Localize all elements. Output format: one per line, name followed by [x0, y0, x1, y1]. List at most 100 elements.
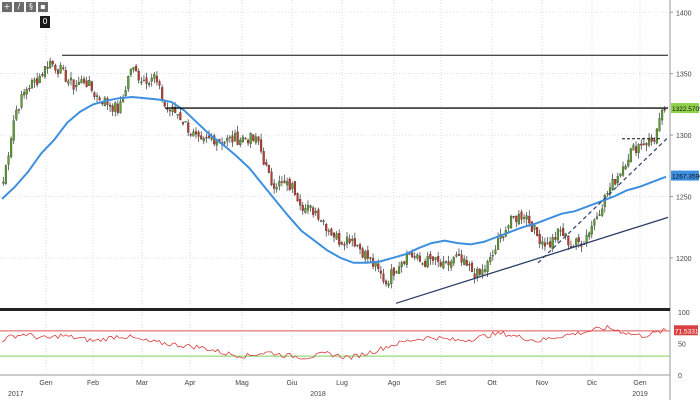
candle-body [465, 259, 468, 266]
candle-body [33, 79, 36, 83]
candle-body [361, 248, 364, 258]
candle-body [135, 65, 138, 72]
price-tick-label: 1300 [676, 133, 692, 140]
x-year-label: 2019 [632, 391, 648, 398]
candle-body [437, 256, 440, 262]
candle-body [382, 273, 385, 282]
candle-body [634, 146, 638, 153]
candle-body [72, 79, 75, 90]
candle-body [296, 193, 299, 202]
candle-body [327, 230, 330, 232]
candle-body [387, 283, 390, 286]
candle-body [207, 135, 211, 138]
candle-body [137, 70, 140, 81]
candle-body [67, 80, 70, 84]
x-tick-label: Lug [336, 380, 348, 387]
candle-body [590, 225, 593, 235]
candle-body [49, 60, 52, 69]
candle-body [23, 92, 26, 96]
candle-body [187, 122, 190, 133]
candle-body [38, 76, 41, 83]
candle-body [559, 229, 562, 232]
candle-body [468, 264, 471, 266]
trash-icon[interactable]: ▪ [38, 2, 48, 12]
candle-body [239, 139, 242, 145]
candle-body [377, 263, 380, 269]
candle-body [486, 261, 489, 272]
x-year-label: 2018 [310, 391, 326, 398]
candle-body [306, 205, 310, 211]
grid-icon[interactable]: § [26, 2, 36, 12]
candle-body [595, 216, 599, 220]
osc-tick-label: 50 [678, 342, 686, 349]
candle-body [319, 220, 323, 222]
candle-body [507, 225, 510, 229]
candle-body [353, 238, 356, 247]
candle-body [460, 254, 463, 263]
candle-body [351, 239, 354, 241]
candle-body [114, 102, 117, 112]
candle-body [650, 137, 653, 142]
candle-body [627, 159, 630, 167]
candle-body [442, 261, 445, 269]
candle-body [283, 180, 286, 184]
plus-icon[interactable]: + [2, 2, 12, 12]
candle-body [155, 75, 158, 83]
candle-body [478, 269, 481, 275]
candle-body [463, 258, 466, 265]
candle-body [158, 81, 161, 86]
x-tick-label: Ott [487, 380, 496, 387]
candle-body [15, 109, 18, 120]
candle-body [567, 235, 570, 246]
candle-body [254, 136, 257, 143]
candle-body [429, 253, 432, 259]
candle-body [418, 255, 421, 262]
candle-body [457, 253, 461, 256]
x-tick-label: Giu [287, 380, 298, 387]
candle-body [621, 166, 625, 176]
candle-body [335, 233, 338, 240]
candle-body [330, 228, 333, 236]
candle-body [577, 237, 580, 242]
price-tick-label: 1400 [676, 10, 692, 17]
candle-body [233, 133, 237, 142]
candle-body [150, 77, 153, 82]
candle-body [348, 238, 351, 243]
candle-body [421, 263, 424, 265]
candle-body [338, 233, 341, 245]
candle-body [374, 262, 377, 267]
candle-body [197, 131, 200, 137]
price-tag-label-0: 1322.5705 [672, 106, 700, 113]
candle-body [481, 269, 484, 276]
candle-body [661, 109, 664, 121]
candle-body [653, 140, 656, 142]
candle-body [408, 253, 411, 255]
candle-body [517, 214, 520, 225]
candle-body [82, 78, 86, 83]
pencil-icon[interactable]: / [14, 2, 24, 12]
candle-body [90, 81, 93, 91]
candle-body [390, 269, 393, 285]
candle-body [77, 82, 80, 86]
candle-body [593, 219, 596, 226]
candle-body [616, 176, 619, 183]
price-tick-label: 1250 [676, 194, 692, 201]
candle-body [265, 162, 268, 166]
candle-body [611, 178, 614, 190]
candle-body [56, 69, 60, 75]
candle-body [601, 208, 604, 216]
candle-body [111, 105, 114, 112]
candle-body [585, 234, 588, 243]
candle-body [640, 143, 643, 146]
candle-body [619, 173, 622, 177]
candle-body [252, 134, 255, 141]
candle-body [127, 75, 130, 90]
zero-badge[interactable]: 0 [40, 16, 50, 28]
candle-body [528, 215, 531, 224]
candle-body [145, 77, 148, 84]
candle-body [7, 155, 10, 165]
candle-body [236, 131, 239, 145]
candle-body [369, 257, 372, 259]
candle-body [93, 92, 96, 97]
